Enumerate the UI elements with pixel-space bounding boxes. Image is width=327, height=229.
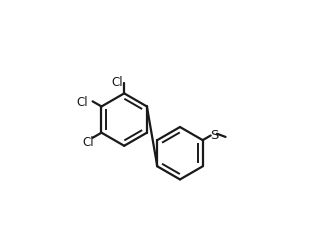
Text: S: S [210,128,219,141]
Text: Cl: Cl [82,136,94,149]
Text: Cl: Cl [111,76,123,88]
Text: Cl: Cl [76,95,88,108]
